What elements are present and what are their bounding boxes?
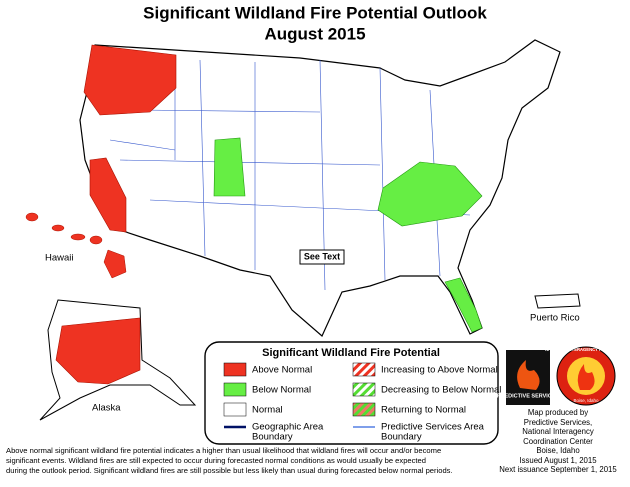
nifc-logo-text: NATIONAL INTERAGENCY FIRE CENTER [545, 347, 627, 352]
legend-label: Returning to Normal [381, 405, 466, 416]
legend-label: Boundary [381, 432, 422, 443]
legend-label: Geographic Area [252, 422, 324, 433]
legend-label: Predictive Services Area [381, 422, 485, 433]
legend-swatch [223, 402, 247, 417]
credit-line: Predictive Services, [523, 417, 593, 427]
legend-label: Boundary [252, 432, 293, 443]
credit-line: Boise, Idaho [536, 446, 580, 455]
legend-swatch [352, 402, 376, 417]
legend-label: Above Normal [252, 365, 312, 376]
credit-line: Map produced by [527, 408, 589, 417]
puerto-rico-label: Puerto Rico [530, 313, 580, 324]
above-normal-area [55, 317, 141, 385]
hawaii [25, 212, 127, 279]
credit-line: Coordination Center [523, 436, 593, 446]
footnote-line: Above normal significant wildland fire p… [6, 446, 442, 455]
us-mainland [79, 39, 561, 337]
nifc-logo-city: Boise, Idaho [573, 398, 599, 403]
footnote-line: during the outlook period. Significant w… [6, 466, 453, 475]
above-normal-area [89, 157, 127, 233]
legend-label: Below Normal [252, 385, 311, 396]
hawaii-label: Hawaii [45, 253, 74, 264]
see-text-box [299, 249, 345, 265]
legend-label: Normal [252, 405, 283, 416]
credit-line: National Interagency [522, 427, 594, 436]
legend-swatch [223, 362, 247, 377]
see-text-label: See Text [304, 251, 340, 261]
footnote-line: significant events. Wildland fires are s… [6, 456, 426, 465]
puerto-rico [534, 293, 581, 309]
credit-line: Issued August 1, 2015 [519, 455, 597, 465]
legend-box [204, 341, 499, 445]
credits: Map produced by Predictive Services, Natio… [488, 408, 628, 475]
legend-label: Increasing to Above Normal [381, 365, 498, 376]
above-normal-area [83, 44, 177, 116]
footnote: Above normal significant wildland fire p… [6, 446, 496, 476]
subtitle: August 2015 [264, 24, 365, 43]
legend-swatch [223, 382, 247, 397]
legend-label: Decreasing to Below Normal [381, 385, 501, 396]
alaska-label: Alaska [92, 403, 121, 414]
flame-icon [577, 364, 595, 390]
flame-icon [517, 360, 540, 390]
credit-line: Next issuance September 1, 2015 [499, 465, 617, 474]
legend-swatch [352, 382, 376, 397]
predictive-logo-text: PREDICTIVE SERVICES [497, 393, 560, 399]
below-normal-area [377, 161, 483, 227]
legend-swatch [352, 362, 376, 377]
legend-title: Significant Wildland Fire Potential [262, 347, 440, 359]
title: Significant Wildland Fire Potential Outl… [143, 3, 487, 22]
below-normal-area [444, 277, 483, 333]
below-normal-area [213, 137, 246, 197]
